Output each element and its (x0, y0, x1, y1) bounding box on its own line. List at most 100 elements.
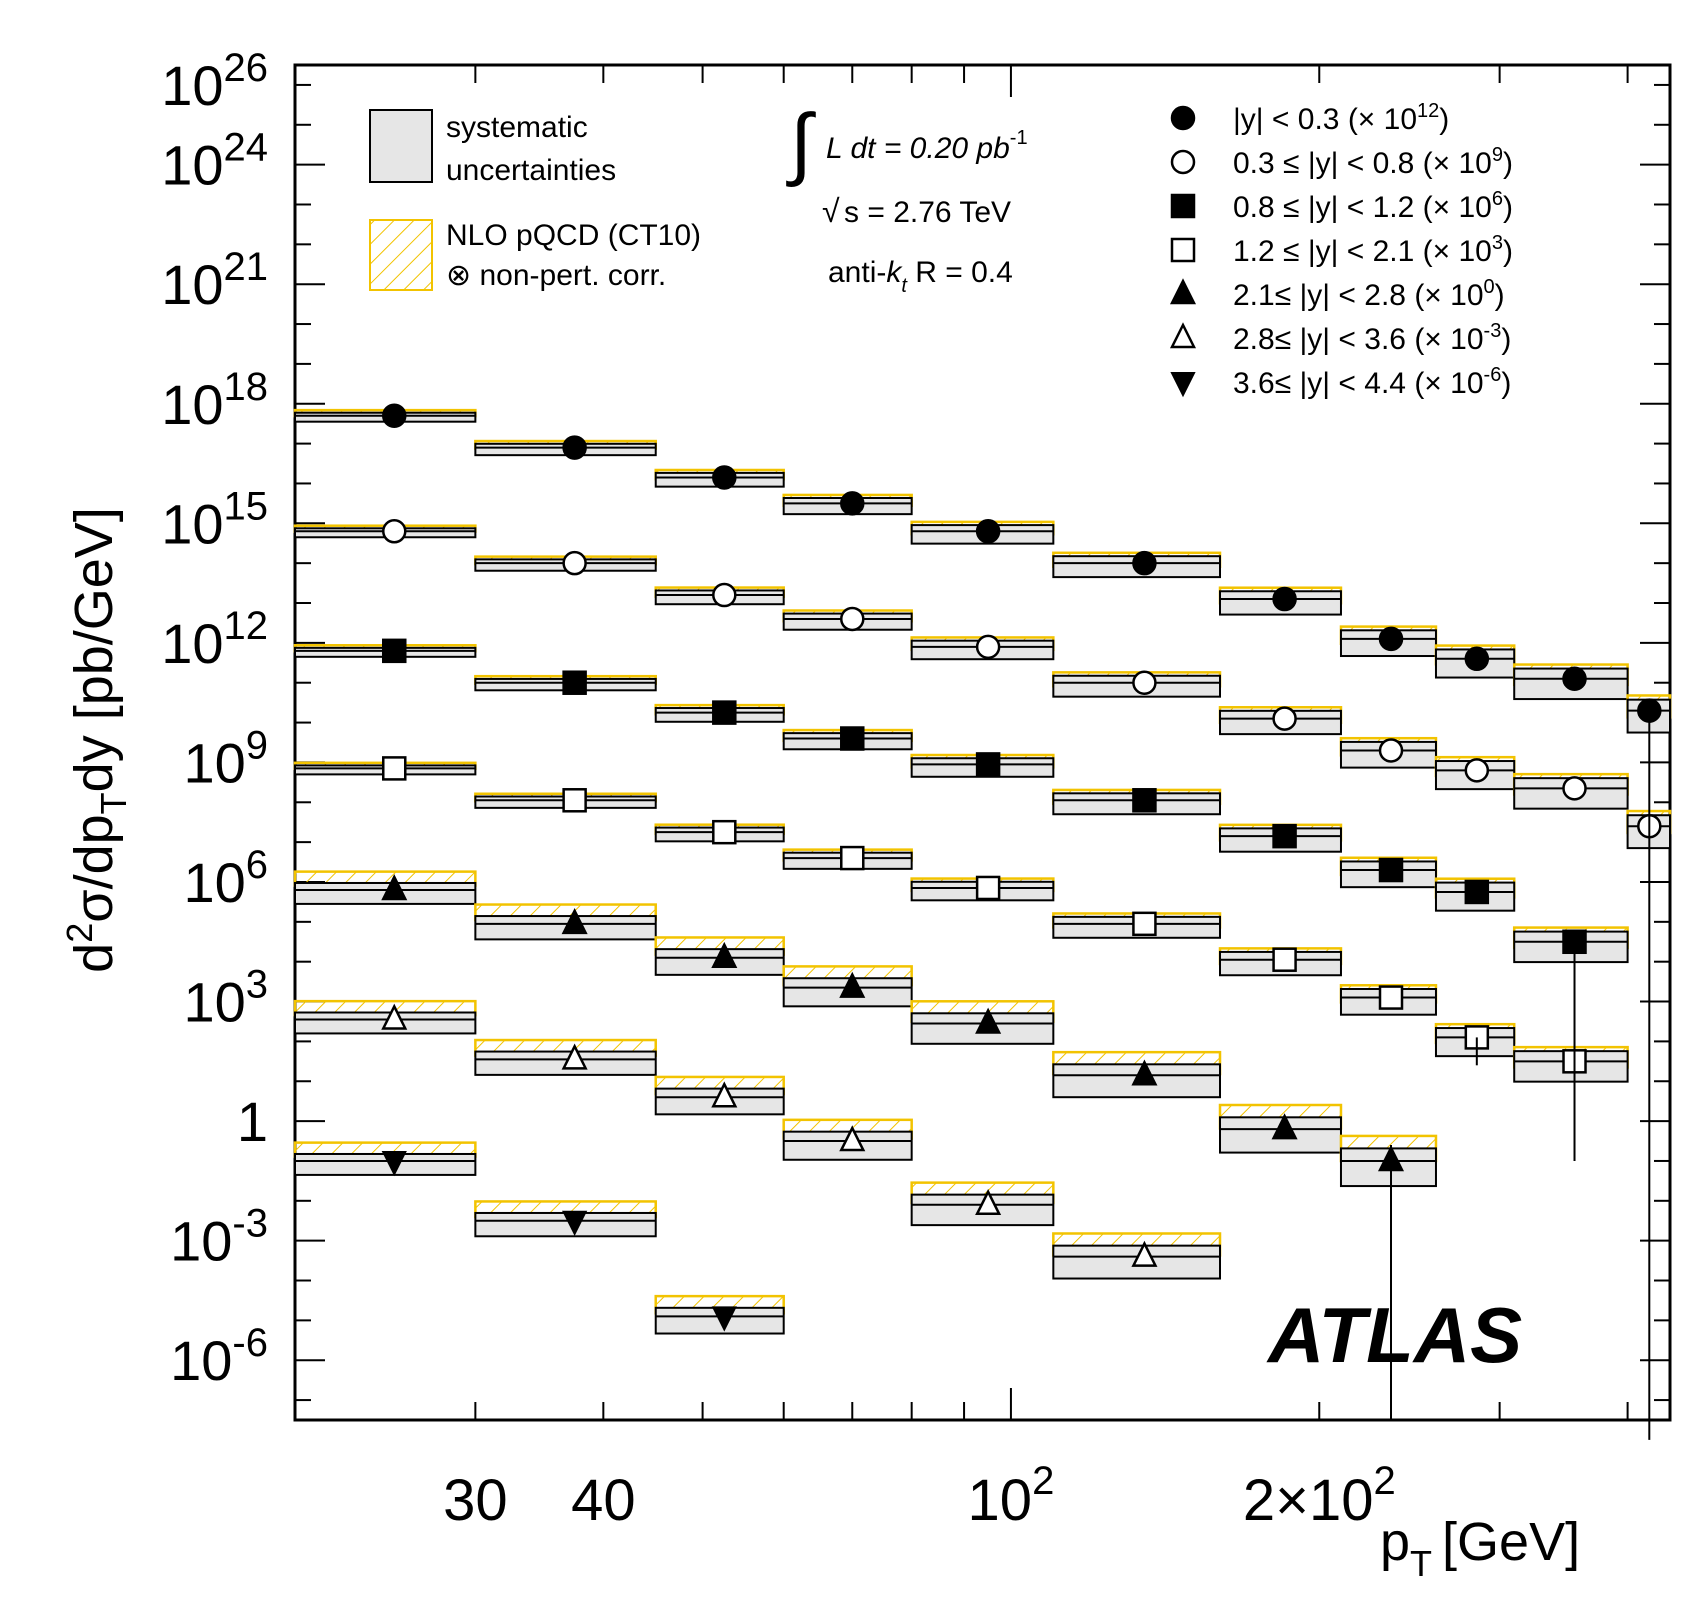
y-tick-label: 103 (183, 963, 268, 1034)
data-point (1272, 586, 1297, 612)
data-point (712, 465, 737, 490)
data-point (1378, 985, 1404, 1010)
data-point (1378, 857, 1404, 883)
x-tick-label: 2×102 (1243, 1459, 1396, 1533)
integral-sign: ∫ (785, 98, 816, 187)
x-axis-ticks (474, 65, 1629, 1420)
legend-series-label: 2.8≤ |y| < 3.6 (× 10-3) (1233, 320, 1511, 356)
legend-marker (1170, 149, 1196, 175)
data-point (1464, 758, 1490, 783)
legend-series-label: |y| < 0.3 (× 1012) (1233, 100, 1449, 136)
legend-series-label: 0.8 ≤ |y| < 1.2 (× 106) (1233, 188, 1513, 224)
data-point (1132, 550, 1157, 576)
data-markers (381, 403, 1662, 1440)
data-point (382, 756, 407, 781)
y-tick-label: 1018 (161, 365, 268, 436)
data-point (711, 1081, 738, 1108)
data-point (840, 606, 865, 632)
sqrt-sign: √ (822, 193, 840, 229)
data-point (382, 519, 407, 544)
legend-marker (1169, 278, 1197, 305)
x-tick-label: 102 (968, 1459, 1055, 1533)
data-point (1562, 666, 1587, 691)
data-point (381, 1003, 408, 1030)
legend-right: |y| < 0.3 (× 1012) 0.3 ≤ |y| < 0.8 (× 109… (1169, 100, 1513, 400)
legend-marker (1170, 372, 1196, 398)
data-point (562, 435, 587, 460)
legend-series-label: 2.1≤ |y| < 2.8 (× 100) (1233, 276, 1505, 312)
legend-series-label: 3.6≤ |y| < 4.4 (× 10-6) (1233, 364, 1511, 400)
data-point (975, 875, 1001, 901)
data-point (975, 1007, 1002, 1034)
data-point (839, 1125, 866, 1152)
energy-text: s = 2.76 TeV (844, 196, 1011, 229)
data-point (382, 638, 407, 664)
data-point (1562, 776, 1587, 801)
data-point (711, 1306, 737, 1332)
legend-series-label: 0.3 ≤ |y| < 0.8 (× 109) (1233, 144, 1513, 180)
data-point (839, 971, 866, 998)
data-point (1464, 879, 1490, 905)
data-point (1272, 823, 1297, 849)
data-point (840, 491, 865, 516)
run-info: ∫ L dt = 0.20 pb-1 √ s = 2.76 TeV anti-k… (785, 98, 1028, 297)
data-point (712, 819, 737, 845)
legend-series-label: 1.2 ≤ |y| < 2.1 (× 103) (1233, 232, 1513, 268)
data-point (562, 1210, 588, 1236)
legend-left: systematic uncertainties NLO pQCD (CT10)… (369, 109, 701, 292)
legend-systematic-label-1: systematic (446, 111, 588, 144)
data-point (561, 1043, 588, 1070)
y-tick-label: 1012 (161, 604, 268, 675)
y-tick-label: 1 (237, 1090, 268, 1153)
data-point (1271, 1113, 1298, 1140)
data-point (975, 752, 1001, 777)
y-tick-label: 10-6 (170, 1321, 268, 1392)
data-point (381, 874, 408, 901)
x-tick-label: 40 (571, 1468, 636, 1533)
legend-nlo-swatch (369, 219, 433, 291)
x-tick-label: 30 (443, 1468, 508, 1533)
data-point (975, 634, 1001, 660)
y-axis-tick-labels: 1026 1024 1021 1018 1015 1012 109 106 103 1 10-3 10… (161, 46, 268, 1392)
data-point (1132, 788, 1157, 813)
y-tick-label: 1026 (161, 46, 268, 117)
data-point (1132, 911, 1157, 937)
y-tick-label: 1015 (161, 484, 268, 555)
legend-marker (1170, 237, 1196, 263)
data-point (562, 670, 587, 695)
x-axis-tick-labels: 30 40 102 2×102 (443, 1459, 1396, 1533)
data-point (1464, 646, 1490, 672)
plot-frame (293, 63, 1672, 1422)
algorithm-text: anti-kt R = 0.4 (828, 256, 1013, 297)
legend-marker (1170, 193, 1196, 219)
y-tick-label: 109 (183, 723, 268, 794)
legend-systematic-label-2: uncertainties (446, 154, 616, 187)
y-axis-title: d2σ/dpTdy [pb/GeV] (59, 507, 134, 973)
y-tick-label: 10-3 (170, 1202, 268, 1273)
data-point (1378, 738, 1404, 763)
data-point (840, 726, 865, 751)
y-tick-label: 1024 (161, 126, 268, 197)
atlas-logo: ATLAS (1266, 1291, 1522, 1379)
data-point (711, 941, 738, 968)
data-point (561, 908, 588, 935)
legend-marker (1170, 105, 1196, 131)
legend-systematic-swatch (369, 109, 433, 183)
data-point (1131, 1240, 1158, 1267)
y-tick-label: 1021 (161, 245, 268, 316)
legend-nlo-label-1: NLO pQCD (CT10) (446, 219, 701, 252)
data-point (712, 582, 737, 608)
data-point (1131, 1059, 1158, 1086)
data-point (562, 550, 587, 576)
x-axis-title: pT [GeV] (1380, 1512, 1580, 1584)
data-point (1272, 947, 1297, 972)
data-point (382, 403, 407, 428)
legend-marker (1169, 322, 1197, 349)
data-point (562, 788, 587, 813)
data-point (1272, 706, 1297, 731)
data-point (381, 1150, 407, 1177)
data-point (975, 1188, 1002, 1216)
lumi-text: L dt = 0.20 pb-1 (826, 127, 1028, 165)
